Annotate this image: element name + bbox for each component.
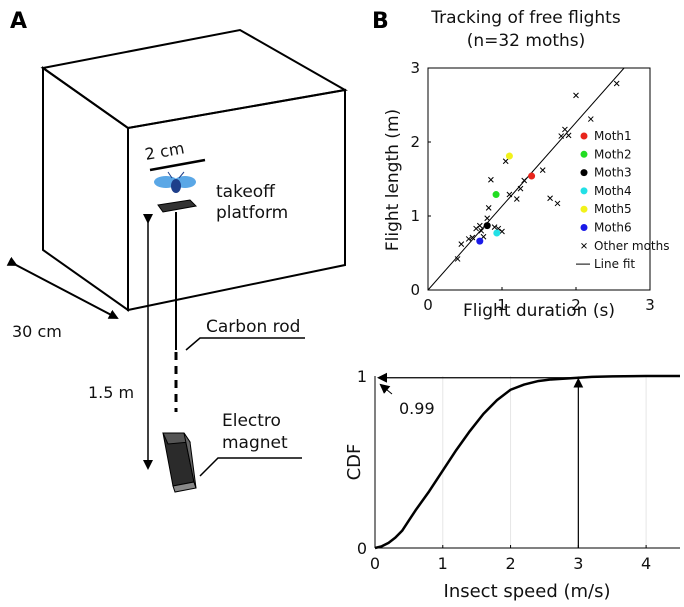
moth-point-2: [492, 191, 500, 199]
other-moth-point: [521, 177, 528, 184]
magnet-label-line2: magnet: [222, 433, 288, 453]
other-moth-point: [547, 195, 553, 202]
other-moth-point: [554, 200, 561, 207]
legend-swatch: [580, 205, 588, 213]
other-moth-point: [458, 241, 465, 247]
other-moth-point: [558, 133, 565, 139]
scatter-y-tick-label: 2: [410, 133, 420, 151]
legend-swatch: [580, 224, 588, 231]
cdf-x-tick-label: 1: [438, 554, 448, 573]
moth-point-3: [483, 222, 491, 230]
scale-bar: [149, 158, 206, 172]
legend-entry: Moth5: [594, 202, 632, 216]
other-moth-point: [473, 225, 479, 232]
legend-swatch: [580, 169, 588, 177]
cdf-x-tick-label: 2: [505, 554, 515, 573]
scatter-x-tick-label: 1: [497, 296, 507, 314]
scatter-y-tick-label: 3: [410, 59, 420, 77]
scatter-legend: Moth1 Moth2 Moth3 Moth4 Moth5 Moth6 Other moth…: [576, 129, 669, 271]
other-moth-point: [506, 191, 513, 198]
magnet-label-line1: Electro: [222, 411, 281, 431]
moth-point-6: [476, 237, 484, 245]
flight-cage-cube: [40, 28, 348, 312]
scale-bar-label: 2 cm: [143, 138, 185, 164]
other-moth-point: [491, 224, 498, 230]
other-moth-point: [539, 167, 546, 173]
cdf-x-tick-label: 0: [370, 554, 380, 573]
moth-icon: [154, 171, 196, 193]
scatter-chart: 0 1 2 3 0 1 2 3 Moth1 Moth2 Moth3 Moth4 Moth5 Moth6 O…: [383, 59, 669, 321]
cdf-annotation: 0.99: [399, 399, 435, 418]
legend-swatch: [580, 187, 588, 195]
panel-a: A 2 cm takeoff platform Carbon rod 30: [6, 9, 348, 493]
carbon-rod-label: Carbon rod: [206, 317, 300, 337]
scatter-plot-frame: [427, 67, 651, 291]
takeoff-platform: [157, 199, 198, 213]
scatter-x-axis-label: Flight duration (s): [463, 301, 615, 321]
other-moth-point: [513, 196, 520, 202]
cdf-curve: [374, 374, 680, 550]
other-moth-point: [573, 92, 579, 99]
legend-swatch: [580, 132, 588, 140]
scatter-x-tick-label: 3: [645, 296, 655, 314]
other-moth-point: [454, 256, 461, 262]
other-moth-point: [476, 222, 483, 229]
height-label: 1.5 m: [88, 383, 134, 402]
takeoff-label: takeoff: [216, 182, 276, 202]
panel-b: B Tracking of free flights (n=32 moths) …: [344, 8, 680, 602]
legend-swatch: [580, 150, 588, 158]
cdf-chart: 0 1 2 3 4 0 1 0.99 Insect speed (m/s) CDF: [344, 367, 680, 602]
other-moth-point: [562, 126, 568, 133]
other-moth-point: [485, 205, 492, 211]
other-moth-point: [469, 234, 476, 241]
legend-swatch: [581, 242, 587, 249]
carbon-rod-leader: [185, 337, 305, 351]
legend-entry: Moth1: [594, 129, 632, 143]
scatter-x-tick-label: 0: [423, 296, 433, 314]
scatter-y-tick-label: 0: [410, 281, 420, 299]
legend-entry: Other moths: [594, 239, 669, 253]
other-moth-point: [488, 176, 494, 183]
other-moth-point: [484, 215, 491, 222]
scatter-y-axis-label: Flight length (m): [383, 109, 403, 251]
moth-point-1: [528, 172, 536, 180]
platform-label: platform: [216, 203, 288, 223]
legend-entry: Moth6: [594, 221, 632, 235]
legend-entry: Moth4: [594, 184, 632, 198]
scatter-x-tick-label: 2: [571, 296, 581, 314]
other-moth-point: [499, 228, 505, 235]
other-moth-point: [587, 116, 594, 122]
panel-letter-b: B: [372, 9, 389, 34]
cdf-y-tick-label: 0: [357, 539, 367, 558]
cdf-x-axis-label: Insect speed (m/s): [444, 581, 611, 602]
scatter-y-tick-label: 1: [410, 207, 420, 225]
legend-entry: Moth2: [594, 147, 632, 161]
moth-point-5: [505, 152, 513, 160]
legend-entry: Line fit: [594, 257, 635, 271]
cdf-x-tick-label: 4: [641, 554, 651, 573]
width-label: 30 cm: [12, 322, 62, 341]
cdf-annotation-pointer: [379, 383, 393, 395]
other-moth-point: [565, 132, 572, 139]
cdf-x-tick-label: 3: [573, 554, 583, 573]
other-moth-point: [478, 227, 485, 234]
other-moth-point: [502, 158, 509, 165]
other-moth-point: [517, 185, 524, 192]
other-moth-point: [613, 80, 620, 87]
panel-letter-a: A: [10, 9, 27, 34]
chart-title-line1: Tracking of free flights: [430, 8, 621, 28]
width-arrow: [6, 256, 119, 319]
cdf-y-tick-label: 1: [357, 367, 367, 386]
moth-point-4: [493, 229, 501, 237]
cdf-y-axis-label: CDF: [344, 444, 365, 481]
other-moth-point: [465, 236, 472, 242]
legend-entry: Moth3: [594, 166, 632, 180]
magnet-leader: [199, 457, 302, 477]
electromagnet-icon: [162, 432, 197, 493]
chart-title-line2: (n=32 moths): [467, 31, 586, 51]
